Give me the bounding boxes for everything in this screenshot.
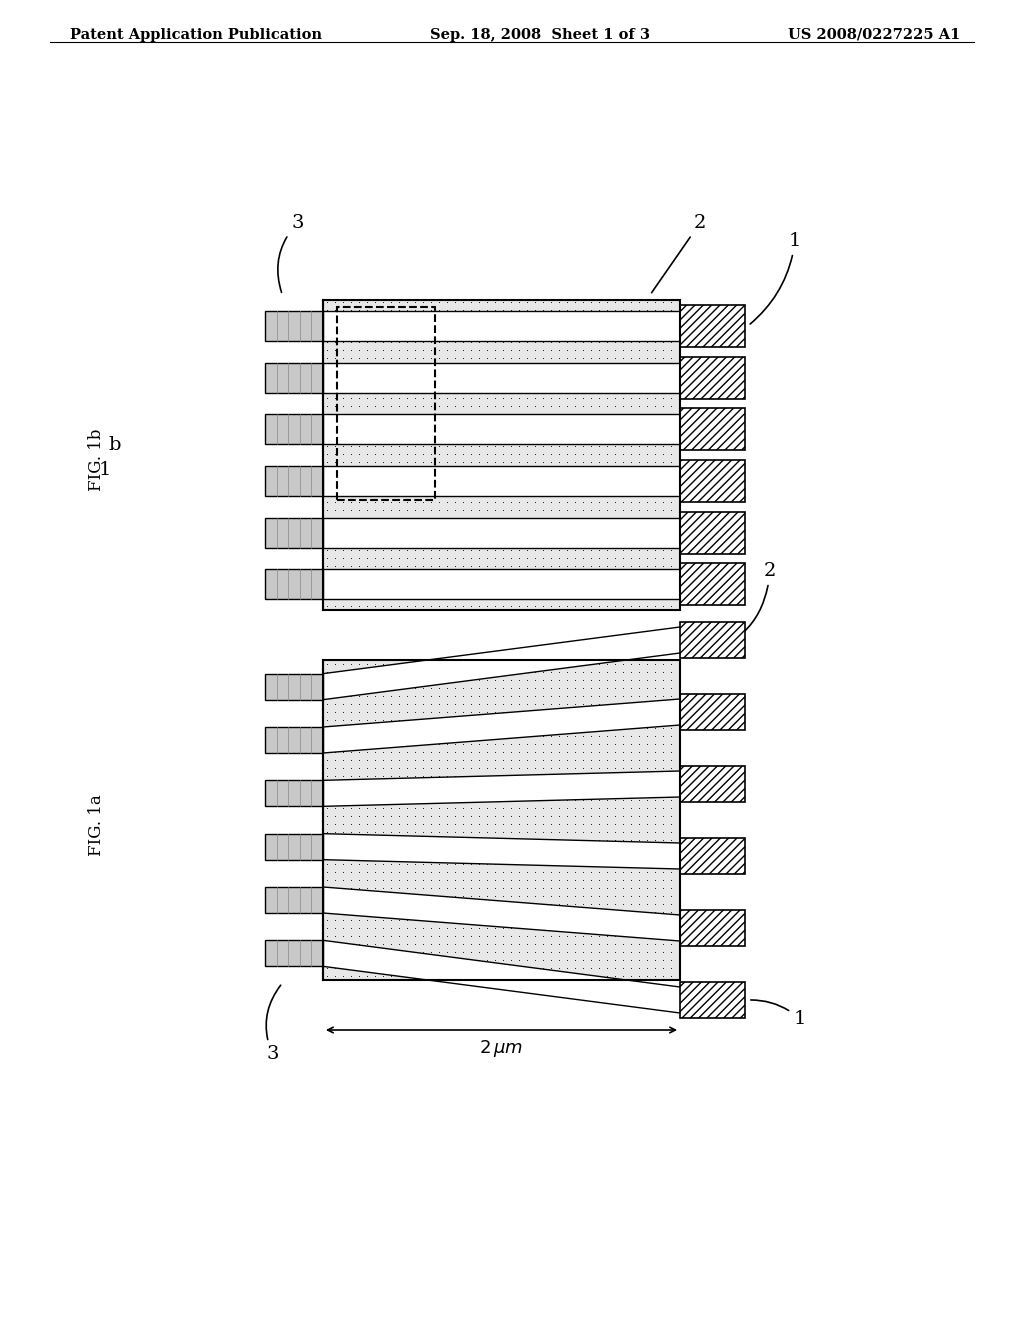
Bar [265, 673, 323, 700]
Polygon shape [323, 627, 680, 700]
Bar [680, 909, 745, 946]
Bar [680, 408, 745, 450]
Bar [680, 511, 745, 553]
Polygon shape [323, 771, 680, 807]
Polygon shape [323, 700, 680, 752]
Bar [680, 982, 745, 1018]
Text: 2: 2 [693, 562, 776, 655]
Text: 1: 1 [751, 232, 801, 323]
Bar [680, 766, 745, 803]
Bar [680, 356, 745, 399]
Text: 1: 1 [751, 1001, 806, 1028]
Text: 3: 3 [278, 214, 304, 292]
Polygon shape [323, 834, 680, 869]
Bar [265, 310, 323, 341]
Text: 1: 1 [98, 461, 112, 479]
Bar [265, 517, 323, 548]
Text: 2: 2 [651, 214, 707, 293]
Bar [323, 466, 680, 496]
Bar [265, 834, 323, 859]
Polygon shape [323, 887, 680, 941]
Bar [265, 569, 323, 599]
Text: b: b [109, 436, 121, 454]
Bar [680, 305, 745, 347]
Bar [323, 660, 680, 979]
Bar [265, 940, 323, 966]
Text: $2\,\mu m$: $2\,\mu m$ [479, 1038, 523, 1059]
Bar [337, 306, 435, 500]
Text: Sep. 18, 2008  Sheet 1 of 3: Sep. 18, 2008 Sheet 1 of 3 [430, 28, 650, 42]
Text: US 2008/0227225 A1: US 2008/0227225 A1 [787, 28, 961, 42]
Bar [265, 727, 323, 752]
Bar [323, 363, 680, 392]
Bar [680, 564, 745, 605]
Bar [680, 838, 745, 874]
Bar [680, 694, 745, 730]
Bar [323, 414, 680, 444]
Text: Patent Application Publication: Patent Application Publication [70, 28, 322, 42]
Bar [323, 517, 680, 548]
Bar [323, 300, 680, 610]
Bar [323, 569, 680, 599]
Bar [265, 363, 323, 392]
Bar [265, 414, 323, 444]
Text: FIG. 1b: FIG. 1b [88, 429, 105, 491]
Bar [323, 300, 680, 610]
Bar [323, 310, 680, 341]
Bar [680, 622, 745, 659]
Text: FIG. 1a: FIG. 1a [88, 795, 105, 855]
Polygon shape [323, 940, 680, 1012]
Bar [265, 466, 323, 496]
Bar [265, 780, 323, 807]
Bar [265, 887, 323, 913]
Text: 3: 3 [266, 985, 281, 1063]
Bar [323, 660, 680, 979]
Bar [680, 459, 745, 502]
